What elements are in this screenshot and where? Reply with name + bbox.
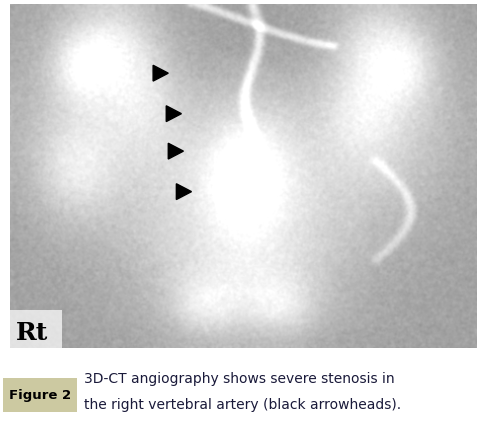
Polygon shape — [153, 65, 168, 81]
Text: Rt: Rt — [16, 320, 48, 345]
FancyBboxPatch shape — [3, 378, 77, 412]
Text: Figure 2: Figure 2 — [9, 388, 71, 401]
Polygon shape — [176, 184, 191, 200]
Polygon shape — [168, 143, 183, 159]
Text: 3D-CT angiography shows severe stenosis in: 3D-CT angiography shows severe stenosis … — [84, 372, 395, 386]
Bar — [10, 310, 62, 349]
Polygon shape — [166, 106, 181, 122]
Text: the right vertebral artery (black arrowheads).: the right vertebral artery (black arrowh… — [84, 398, 401, 412]
